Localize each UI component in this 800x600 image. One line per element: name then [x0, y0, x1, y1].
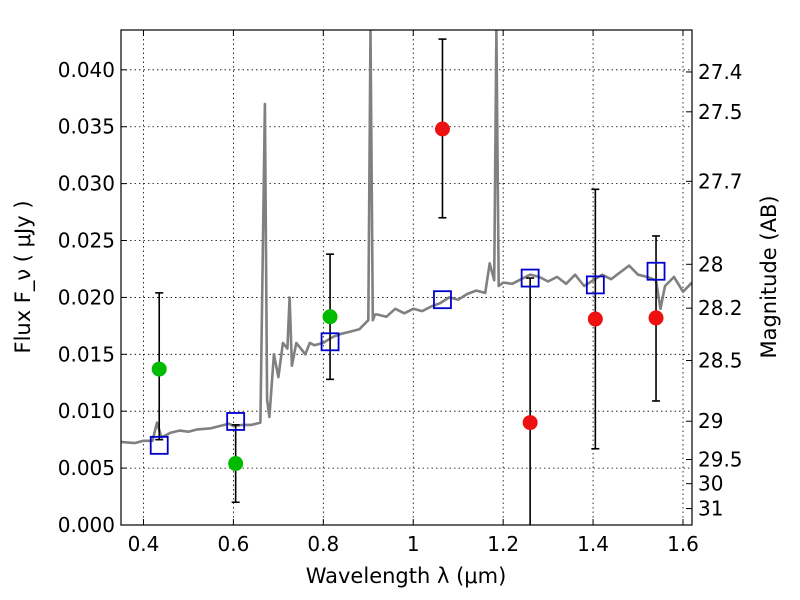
y-tick-label: 0.010 [58, 399, 115, 423]
y2-axis-title: Magnitude (AB) [757, 195, 781, 358]
x-tick-label: 1.4 [577, 532, 609, 556]
grid [121, 30, 692, 526]
model-flux-square [520, 268, 540, 288]
plot-frame [120, 29, 693, 526]
ticks: 0.4 0.6 0.8 1 1.2 1.4 1.6 0.000 0.005 0.010 0.015 0… [58, 30, 743, 556]
mag-tick-label: 28.2 [698, 296, 743, 320]
mag-tick-label: 29.5 [698, 448, 743, 472]
x-tick-label: 0.8 [307, 532, 339, 556]
mag-tick-label: 28 [698, 252, 723, 276]
x-tick-label: 1.2 [487, 532, 519, 556]
photometry-point [151, 361, 167, 377]
mag-tick-label: 29 [698, 409, 723, 433]
photometry-point [228, 456, 244, 472]
model-flux-square [149, 435, 169, 455]
y-axis-title: Flux F_ν ( μJy ) [11, 200, 36, 353]
mag-tick-label: 28.5 [698, 349, 743, 373]
y-tick-label: 0.005 [58, 456, 115, 480]
mag-tick-label: 27.5 [698, 100, 743, 124]
model-flux-square [433, 290, 452, 310]
photometry-point [587, 311, 603, 327]
mag-tick-label: 30 [698, 472, 723, 496]
mag-tick-label: 31 [698, 497, 723, 521]
y-tick-label: 0.035 [58, 115, 115, 139]
x-axis-title: Wavelength λ (μm) [306, 564, 507, 588]
x-tick-label: 0.6 [217, 532, 249, 556]
y-tick-label: 0.015 [58, 342, 115, 366]
x-tick-label: 1.6 [667, 532, 699, 556]
mag-tick-label: 27.4 [698, 60, 743, 84]
model-flux-square [585, 275, 605, 295]
y-tick-label: 0.040 [58, 58, 115, 82]
plot-area [121, 30, 692, 525]
y-tick-label: 0.030 [58, 172, 115, 196]
y-tick-label: 0.000 [58, 513, 115, 537]
model-flux-square [226, 412, 246, 431]
y-tick-label: 0.020 [58, 285, 115, 309]
x-tick-label: 0.4 [128, 532, 160, 556]
photometry-point [522, 415, 538, 431]
model-flux-square [646, 261, 666, 281]
y-tick-label: 0.025 [58, 229, 115, 253]
series-layer [121, 30, 692, 525]
photometry-point [434, 121, 450, 137]
model-flux-square [320, 332, 340, 352]
photometry-point [322, 309, 338, 325]
mag-tick-label: 27.7 [698, 169, 743, 193]
photometry-point [648, 310, 664, 326]
x-tick-label: 1 [407, 532, 420, 556]
